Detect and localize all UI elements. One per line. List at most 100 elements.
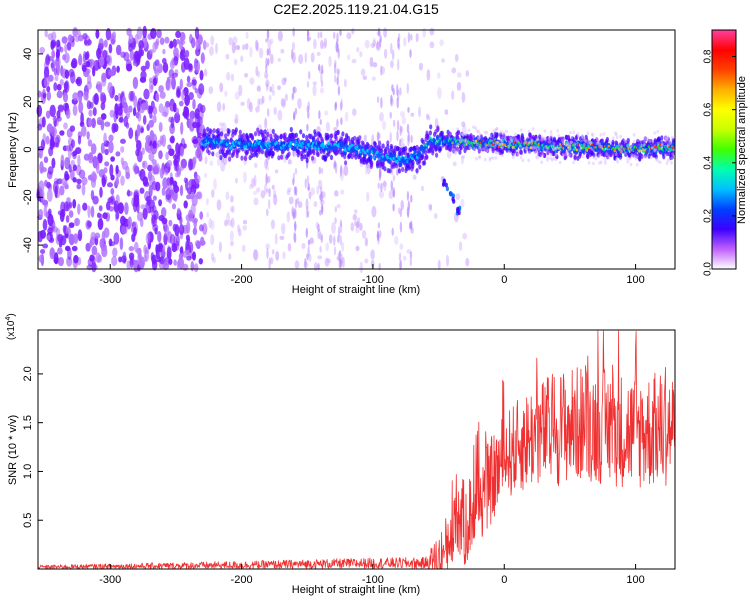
spectrogram-cell xyxy=(209,129,213,135)
spectrogram-cell xyxy=(571,152,575,157)
spectrogram-cell xyxy=(216,199,222,211)
spectrogram-cell xyxy=(213,178,217,190)
spectrogram-cell xyxy=(128,43,133,52)
spectrogram-cell xyxy=(192,156,197,165)
spectrogram-cell xyxy=(306,210,310,218)
spectrogram-cell xyxy=(127,216,132,229)
spectrogram-cell xyxy=(225,53,230,60)
spectrogram-cell xyxy=(666,135,670,139)
spectrogram-cell xyxy=(228,156,232,162)
spectrogram-cell xyxy=(264,136,268,142)
spectrogram-cell xyxy=(117,202,124,214)
spectrogram-cell xyxy=(569,130,572,135)
spectrogram-cell xyxy=(183,200,188,209)
spectrogram-cell xyxy=(338,258,342,269)
spectrogram-cell xyxy=(573,154,577,160)
spectrogram-cell xyxy=(307,110,310,119)
spectrogram-cell xyxy=(234,113,239,125)
spectrogram-cell xyxy=(242,132,246,138)
spectrogram-cell xyxy=(362,156,367,162)
spectrogram-cell xyxy=(319,209,322,216)
spectrogram-cell xyxy=(598,153,602,158)
spectrogram-cell xyxy=(554,157,558,162)
spectrogram-cell xyxy=(36,104,43,117)
spectrogram-cell xyxy=(156,29,162,39)
spectrogram-cell xyxy=(267,38,272,49)
spectrogram-cell xyxy=(43,66,50,79)
spectrogram-cell xyxy=(185,240,190,251)
spectrogram-cell xyxy=(66,158,71,165)
spectrogram-cell xyxy=(313,201,318,208)
spectrogram-cell xyxy=(40,139,46,151)
spectrogram-cell xyxy=(644,155,647,160)
spectrogram-cell xyxy=(253,190,258,196)
spectrogram-cell xyxy=(179,246,184,254)
spectrogram-cell xyxy=(289,141,293,145)
spectrogram-cell xyxy=(665,161,669,165)
spectrogram-cell xyxy=(320,72,323,83)
spectrogram-cell xyxy=(308,253,312,263)
spectrogram-cell xyxy=(599,133,603,137)
spectrogram-cell xyxy=(357,143,361,150)
spectrogram-cell xyxy=(229,240,234,247)
spectrogram-cell xyxy=(577,134,580,139)
spectrogram-cell xyxy=(670,135,674,140)
spectrogram-cell xyxy=(383,166,387,172)
spectrogram-cell xyxy=(406,123,410,134)
spectrogram-cell xyxy=(509,136,512,141)
spectrogram-cell xyxy=(340,241,345,252)
spectrogram-cell xyxy=(643,136,646,140)
spectrogram-cell xyxy=(333,62,337,75)
spectrogram-cell xyxy=(530,138,534,143)
spectrogram-cell xyxy=(444,182,448,188)
spectrogram-cell xyxy=(111,122,116,134)
spectrogram-cell xyxy=(399,87,402,96)
spectrogram-cell xyxy=(256,187,261,193)
spectrogram-cell xyxy=(333,246,337,256)
spectrogram-cell xyxy=(289,126,293,133)
spectrogram-cell xyxy=(409,251,413,259)
spectrogram-cell xyxy=(194,174,201,185)
spectrogram-cell xyxy=(38,180,45,193)
spectrogram-cell xyxy=(552,141,556,146)
spectrogram-cell xyxy=(181,89,185,102)
spectrogram-cell xyxy=(188,92,194,100)
spectrogram-cell xyxy=(552,151,556,157)
spectrogram-cell xyxy=(276,135,280,141)
spectrogram-cell xyxy=(613,149,616,152)
spectrogram-cell xyxy=(533,145,537,149)
spectrogram-cell xyxy=(51,139,56,150)
spectrogram-cell xyxy=(437,72,441,79)
spectrogram-cell xyxy=(624,151,627,156)
spectrogram-cell xyxy=(109,109,115,118)
spectrogram-cell xyxy=(634,156,638,161)
spectrogram-cell xyxy=(63,122,68,130)
spectrogram-cell xyxy=(242,44,246,51)
spectrogram-cell xyxy=(164,224,170,237)
spectrogram-cell xyxy=(168,219,173,227)
spectrogram-cell xyxy=(340,164,343,173)
spectrogram-cell xyxy=(148,145,154,151)
spectrogram-cell xyxy=(568,146,571,151)
spectrogram-cell xyxy=(372,39,376,47)
spectrogram-cell xyxy=(475,142,479,147)
spectrogram-cell xyxy=(346,32,352,40)
spectrogram-cell xyxy=(98,205,103,212)
spectrogram-cell xyxy=(389,131,392,143)
spectrogram-cell xyxy=(586,154,590,160)
spectrogram-cell xyxy=(300,156,304,162)
spectrogram-cell xyxy=(77,154,81,167)
spectrogram-cell xyxy=(619,134,622,139)
spectrogram-cell xyxy=(101,72,107,83)
spectrogram-cell xyxy=(462,155,466,159)
spectrogram-cell xyxy=(581,135,584,140)
spectrogram-cell xyxy=(243,155,247,161)
spectrogram-cell xyxy=(320,191,323,203)
spectrogram-x-tick-label: 0 xyxy=(501,274,507,286)
spectrogram-cell xyxy=(386,144,390,150)
spectrogram-cell xyxy=(462,232,468,240)
spectrogram-cell xyxy=(266,247,269,259)
spectrogram-cell xyxy=(210,219,215,231)
spectrogram-cell xyxy=(183,57,190,70)
spectrogram-cell xyxy=(390,94,393,106)
